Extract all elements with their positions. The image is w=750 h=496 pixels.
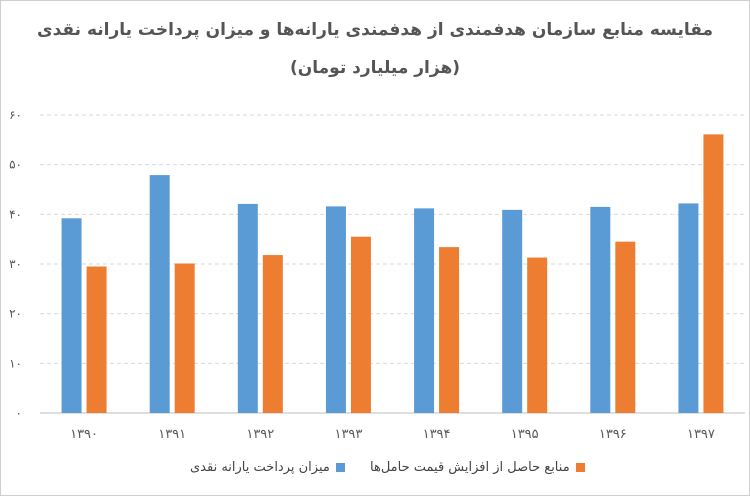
x-tick-label: ۱۳۹۰	[70, 427, 98, 442]
legend-swatch-blue	[335, 463, 345, 472]
legend: میزان پرداخت یارانه نقدی منابع حاصل از ا…	[0, 460, 750, 484]
bar-cash-subsidy	[61, 218, 82, 413]
x-axis-ticks: ۱۳۹۰ ۱۳۹۱ ۱۳۹۲ ۱۳۹۳ ۱۳۹۴ ۱۳۹۵ ۱۳۹۶ ۱۳۹۷	[70, 427, 715, 442]
bar-cash-subsidy	[237, 203, 258, 413]
bar-fuel-price-revenue	[262, 255, 283, 413]
bars	[61, 134, 724, 413]
legend-item-cash-subsidy: میزان پرداخت یارانه نقدی	[190, 460, 345, 475]
bar-fuel-price-revenue	[703, 134, 724, 413]
bar-cash-subsidy	[149, 175, 170, 413]
legend-label-cash-subsidy: میزان پرداخت یارانه نقدی	[190, 460, 330, 475]
chart-subtitle: (هزار میلیارد تومان)	[289, 58, 461, 78]
bar-cash-subsidy	[414, 208, 435, 413]
y-tick-label: ۴۰	[9, 207, 22, 221]
legend-label-fuel-price-revenue: منابع حاصل از افزایش قیمت حامل‌ها	[370, 460, 570, 475]
y-tick-label: ۱۰	[9, 356, 22, 370]
y-tick-label: ۶۰	[9, 108, 22, 122]
bar-fuel-price-revenue	[350, 236, 371, 413]
x-tick-label: ۱۳۹۲	[246, 427, 274, 442]
bar-fuel-price-revenue	[615, 241, 636, 413]
bar-fuel-price-revenue	[174, 263, 195, 413]
chart-title: مقایسه منابع سازمان هدفمندی از هدفمندی ی…	[37, 20, 713, 40]
legend-item-fuel-price-revenue: منابع حاصل از افزایش قیمت حامل‌ها	[370, 460, 585, 475]
bar-fuel-price-revenue	[527, 257, 548, 413]
y-tick-label: ۲۰	[9, 307, 22, 321]
y-tick-label: ۰	[16, 406, 22, 420]
x-tick-label: ۱۳۹۶	[599, 427, 627, 442]
bar-cash-subsidy	[325, 206, 346, 413]
x-tick-label: ۱۳۹۳	[334, 427, 362, 442]
bar-fuel-price-revenue	[86, 266, 107, 413]
x-tick-label: ۱۳۹۷	[687, 427, 715, 442]
x-tick-label: ۱۳۹۴	[423, 427, 451, 442]
bar-fuel-price-revenue	[439, 247, 460, 413]
y-tick-label: ۵۰	[9, 158, 22, 172]
y-tick-label: ۳۰	[9, 257, 22, 271]
x-tick-label: ۱۳۹۵	[511, 427, 539, 442]
gridlines	[40, 114, 745, 414]
y-axis-ticks: ۰ ۱۰ ۲۰ ۳۰ ۴۰ ۵۰ ۶۰	[9, 108, 22, 420]
bar-cash-subsidy	[502, 209, 523, 413]
bar-cash-subsidy	[678, 203, 699, 413]
x-tick-label: ۱۳۹۱	[158, 427, 186, 442]
bar-cash-subsidy	[590, 206, 611, 413]
legend-swatch-orange	[575, 463, 585, 472]
